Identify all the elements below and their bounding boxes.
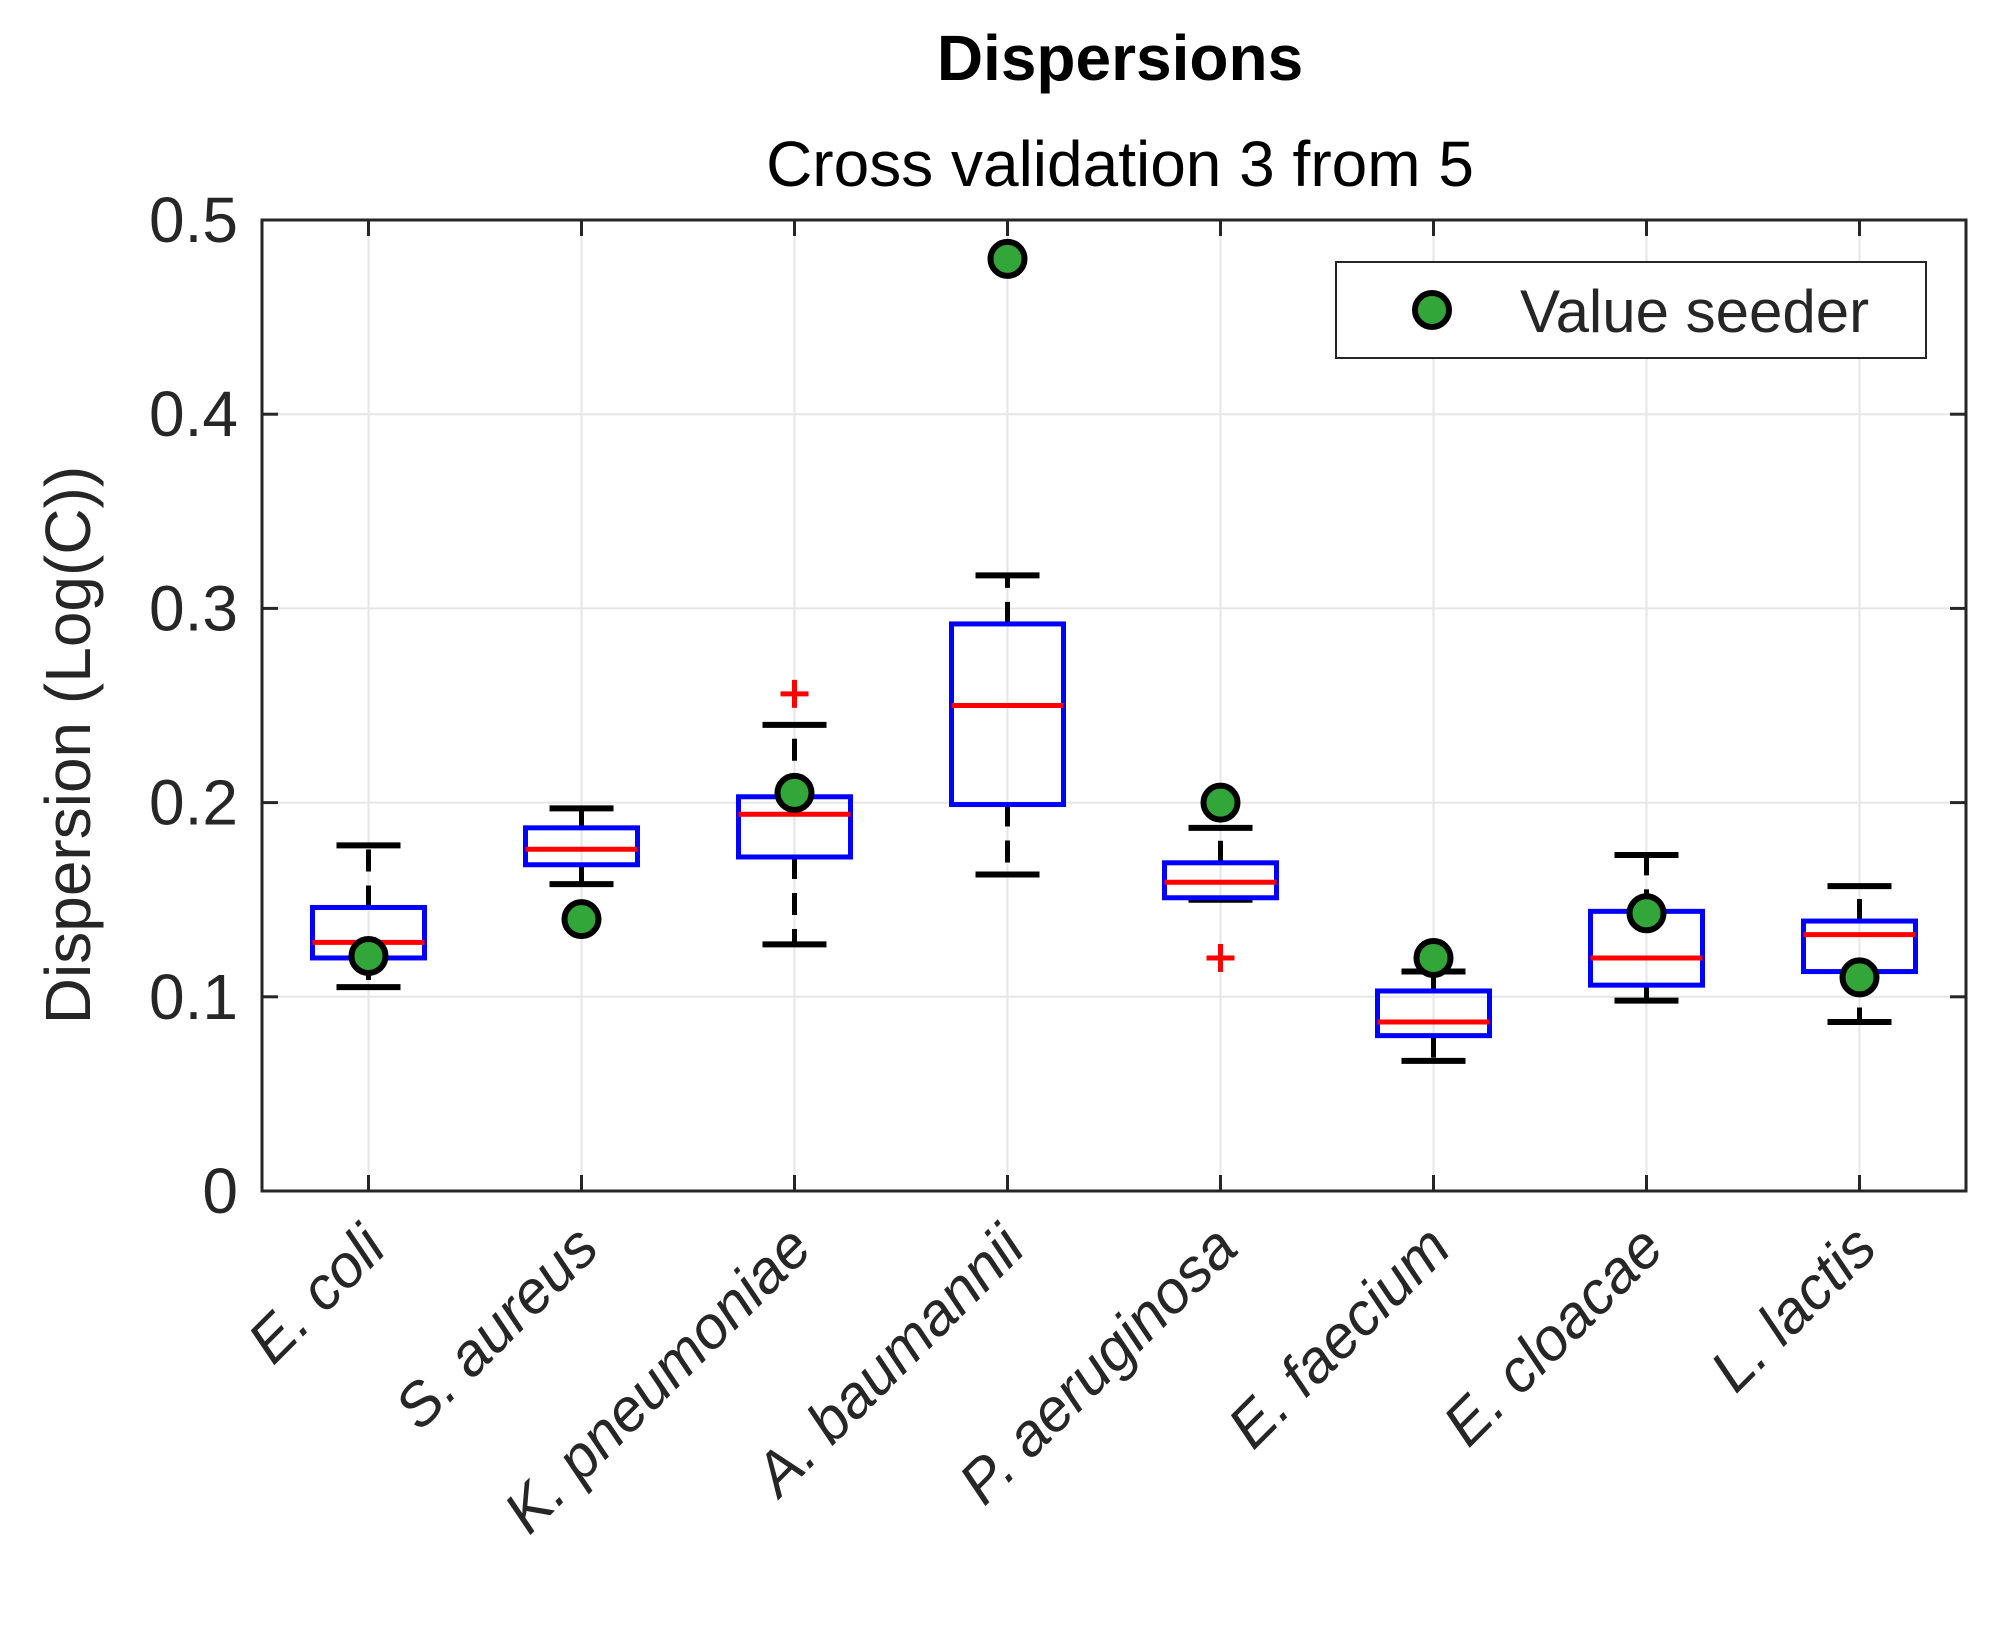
box-4: [949, 572, 1066, 878]
axes: [260, 218, 1968, 1193]
y-tick-label: 0.3: [149, 572, 238, 644]
seeder-point: [1200, 782, 1241, 823]
seeder-point: [774, 772, 815, 813]
seeder-point: [1839, 957, 1880, 998]
iqr-box: [949, 621, 1066, 808]
plot-frame: [260, 218, 1968, 1193]
seeder-point: [1626, 893, 1667, 934]
y-tick-label: 0.1: [149, 961, 238, 1033]
box-5: [1162, 824, 1279, 972]
y-tick-label: 0.5: [149, 184, 238, 256]
box-2: [523, 805, 640, 888]
chart-title: Dispersions: [937, 22, 1303, 94]
seeder-point: [1413, 937, 1454, 978]
grid-lines: [262, 219, 1966, 1192]
iqr-box: [523, 825, 640, 868]
seeder-point: [348, 936, 389, 977]
y-tick-label: 0.2: [149, 767, 238, 839]
x-tick-label: E. coli: [235, 1212, 399, 1376]
x-tick-label: E. cloacae: [1430, 1213, 1675, 1458]
legend-label: Value seeder: [1520, 278, 1869, 345]
iqr-box: [1375, 988, 1492, 1039]
seeder-layer: [348, 238, 1880, 998]
y-axis-label: Dispersion (Log(C)): [32, 466, 104, 1024]
y-tick-label: 0: [202, 1155, 238, 1227]
legend-seeder-marker: [1412, 290, 1452, 330]
chart-subtitle: Cross validation 3 from 5: [766, 128, 1474, 200]
seeder-point: [561, 899, 602, 940]
y-tick-label: 0.4: [149, 378, 238, 450]
legend: Value seeder: [1335, 261, 1927, 359]
box-layer: [310, 572, 1918, 1064]
x-tick-label: E. faecium: [1215, 1213, 1463, 1461]
x-tick-label: L. lactis: [1697, 1213, 1888, 1404]
seeder-point: [987, 238, 1028, 279]
x-tick-label: S. aureus: [382, 1213, 611, 1442]
